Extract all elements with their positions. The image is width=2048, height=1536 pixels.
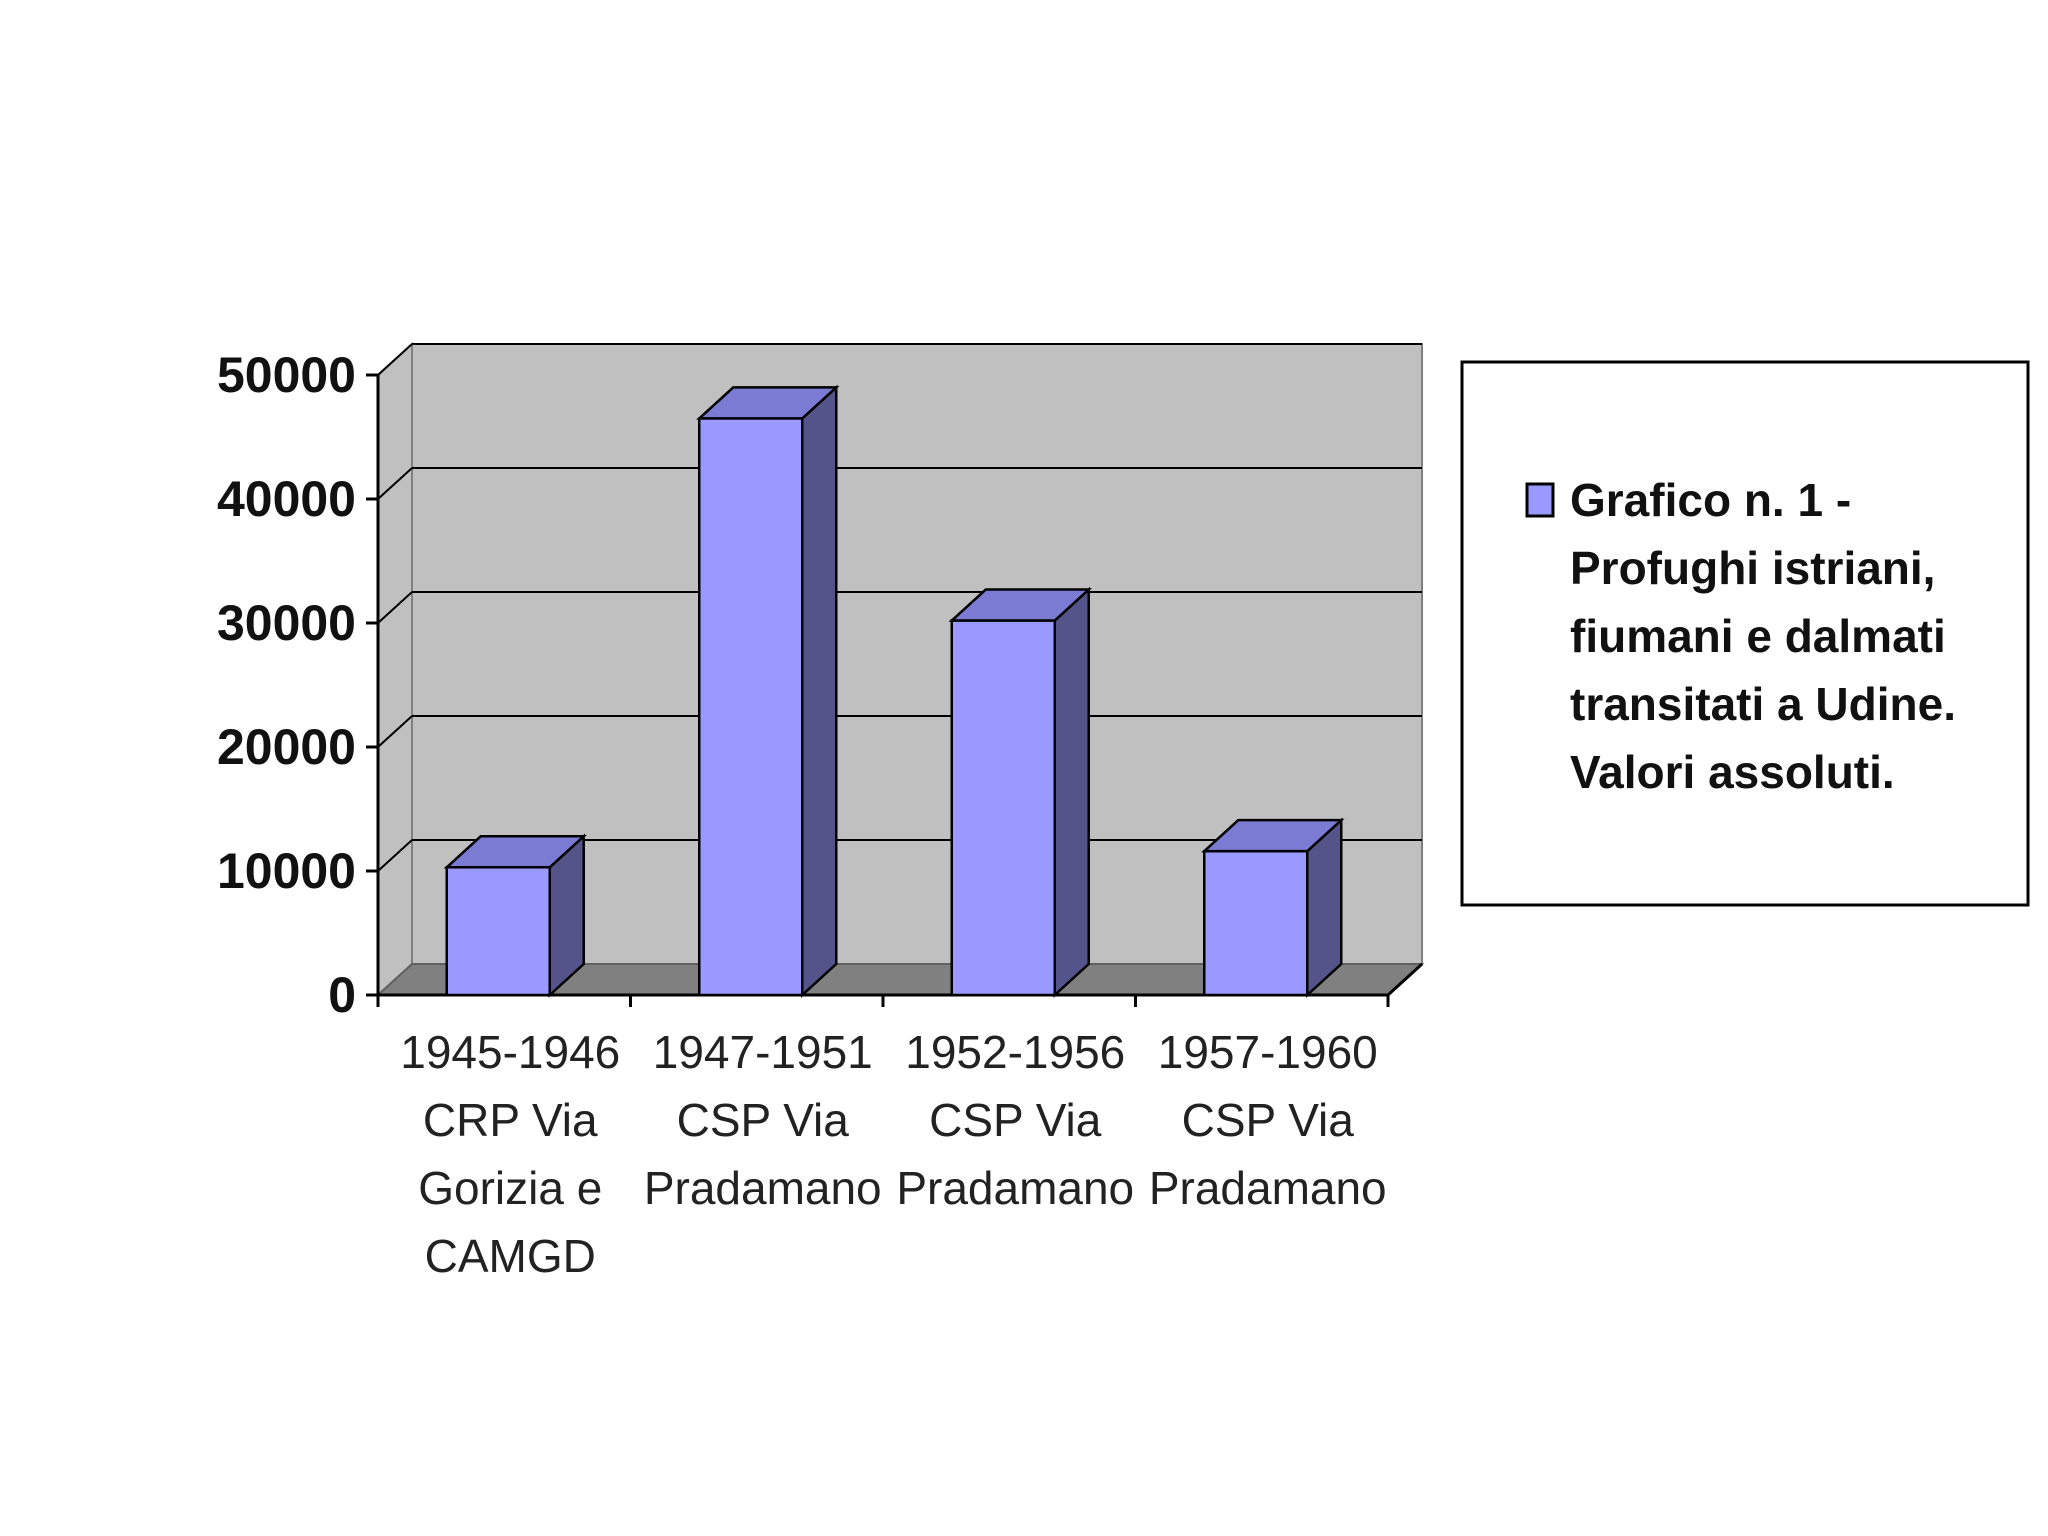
x-tick-label-line: CSP Via [929,1094,1102,1146]
bar-front [1203,849,1309,997]
gridline-side [377,715,413,748]
x-tick-label-line: CRP Via [423,1094,598,1146]
legend-label-line: transitati a Udine. [1570,678,1956,730]
x-tick-label-line: Pradamano [644,1162,882,1214]
x-tick-label-line: 1945-1946 [400,1026,620,1078]
gridline-side [377,591,413,624]
y-tick-label: 10000 [217,843,356,899]
bar [1201,817,1345,998]
bars [443,384,1345,998]
bar-top [1201,818,1345,853]
legend: Grafico n. 1 - Profughi istriani, fiumani … [1460,360,2030,907]
legend-label-line: Valori assoluti. [1570,746,1895,798]
y-tick-label: 0 [328,967,356,1023]
bar-top [443,835,587,869]
bar-side [801,384,838,998]
side-wall [377,341,413,998]
bar [696,384,840,998]
x-tick-label-line: Gorizia e [418,1162,602,1214]
y-tick-label: 40000 [217,471,356,527]
bar-front [950,619,1056,997]
x-tick-label-line: 1957-1960 [1158,1026,1378,1078]
legend-box [1460,360,2030,907]
gridline-side [377,839,413,872]
x-tick-label-line: 1952-1956 [905,1026,1125,1078]
y-axis-ticks: 0 10000 20000 30000 40000 50000 [217,347,378,1023]
gridline-side [377,467,413,500]
y-tick-label: 50000 [217,347,356,403]
x-tick-label-line: Pradamano [1149,1162,1387,1214]
y-tick-label: 20000 [217,719,356,775]
x-axis-ticks: 1945-1946 CRP Via Gorizia e CAMGD 1947-1951 C… [376,995,1390,1282]
legend-label-line: Profughi istriani, [1570,542,1935,594]
x-tick-label: 1952-1956 CSP Via Pradamano [896,1026,1134,1214]
floor-edge [1386,962,1424,997]
x-tick-label-line: 1947-1951 [653,1026,873,1078]
x-tick-label: 1947-1951 CSP Via Pradamano [644,1026,882,1214]
y-tick-label: 30000 [217,595,356,651]
x-tick-label: 1945-1946 CRP Via Gorizia e CAMGD [400,1026,620,1282]
legend-label-line: fiumani e dalmati [1570,610,1946,662]
legend-label-line: Grafico n. 1 - [1570,474,1851,526]
bar [443,833,587,998]
bar-top [696,386,840,420]
x-tick-label: 1957-1960 CSP Via Pradamano [1149,1026,1387,1214]
bar [948,586,1092,998]
legend-swatch [1525,482,1555,518]
bar-front [698,417,804,997]
gridline-side [377,343,413,376]
bar-top [948,588,1092,622]
bar-front [445,866,551,997]
x-tick-label-line: CAMGD [425,1230,596,1282]
x-tick-label-line: CSP Via [677,1094,850,1146]
legend-label: Grafico n. 1 - Profughi istriani, fiumani … [1570,474,1956,798]
x-tick-label-line: Pradamano [896,1162,1134,1214]
x-tick-label-line: CSP Via [1182,1094,1355,1146]
bar-side [1053,586,1090,998]
